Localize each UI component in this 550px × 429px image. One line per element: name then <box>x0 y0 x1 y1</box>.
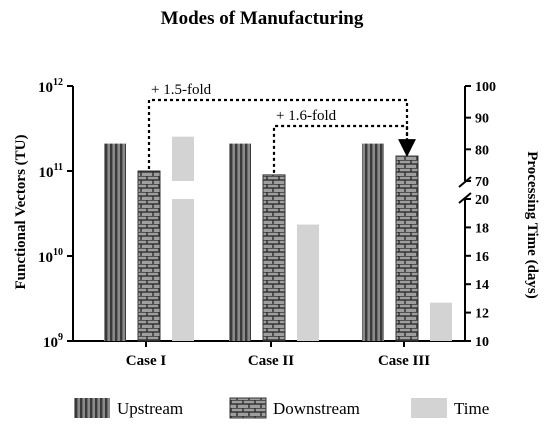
fold-change-label: + 1.6-fold <box>276 108 337 124</box>
legend-label: Downstream <box>273 399 360 418</box>
right-tick-label: 90 <box>475 112 489 127</box>
bar-upstream <box>229 143 251 341</box>
legend-label: Upstream <box>117 399 183 418</box>
right-tick-label: 70 <box>475 175 489 190</box>
category-label: Case III <box>378 353 430 369</box>
right-tick-label: 12 <box>475 307 489 322</box>
legend-swatch-time <box>411 398 447 418</box>
category-label: Case II <box>248 353 294 369</box>
fold-change-label: + 1.5-fold <box>151 82 212 98</box>
left-tick-label: 109 <box>43 332 63 351</box>
fold-change-arrow <box>147 98 416 169</box>
right-tick-label: 14 <box>475 278 489 293</box>
right-tick-label: 18 <box>475 221 489 236</box>
fold-change-arrow <box>272 124 416 173</box>
left-tick-label: 1011 <box>39 162 63 181</box>
legend-swatch-upstream <box>74 398 110 418</box>
right-tick-label: 20 <box>475 193 489 208</box>
left-tick-label: 1012 <box>38 77 63 96</box>
bar-time <box>172 199 194 341</box>
bar-downstream <box>395 155 419 342</box>
bar-downstream <box>137 170 161 342</box>
right-tick-label: 100 <box>475 80 496 95</box>
bar-time <box>297 224 319 341</box>
right-tick-label: 10 <box>475 335 489 350</box>
bar-time <box>172 136 194 181</box>
bar-time <box>430 302 452 341</box>
right-axis-label: Processing Time (days) <box>524 151 540 299</box>
chart-title: Modes of Manufacturing <box>161 8 364 29</box>
bar-downstream <box>262 174 286 342</box>
legend-swatch-downstream <box>229 397 267 419</box>
category-label: Case I <box>126 353 167 369</box>
left-axis-label: Functional Vectors (TU) <box>13 135 29 290</box>
bar-upstream <box>362 143 384 341</box>
bar-upstream <box>104 143 126 341</box>
legend-label: Time <box>454 399 489 418</box>
right-tick-label: 16 <box>475 250 489 265</box>
right-tick-label: 80 <box>475 143 489 158</box>
left-tick-label: 1010 <box>38 247 63 266</box>
